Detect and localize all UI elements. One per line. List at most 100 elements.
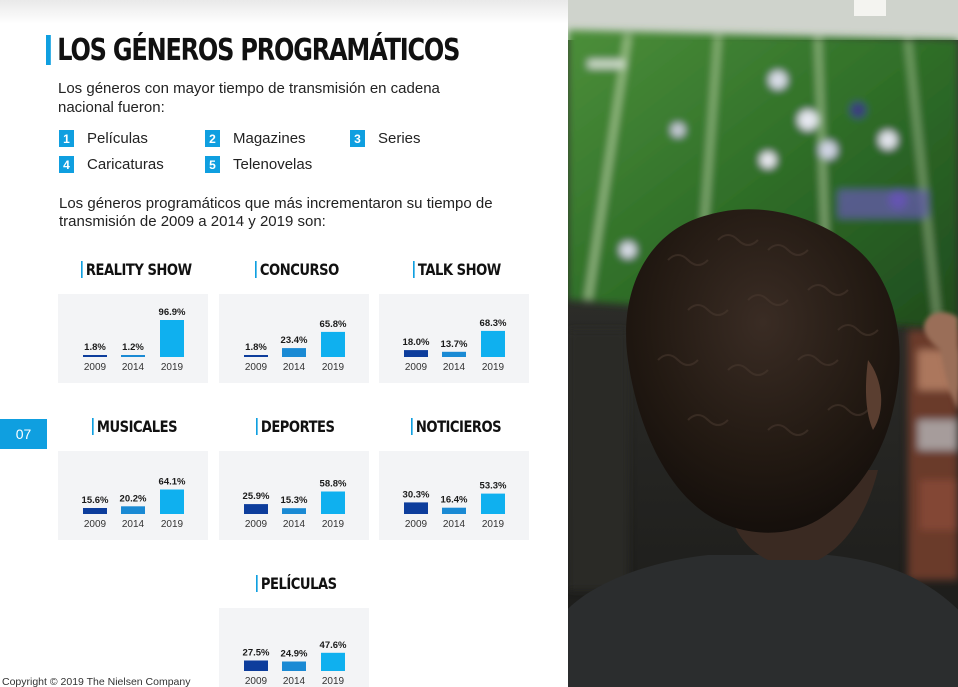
chart-title: TALK SHOW bbox=[413, 259, 501, 279]
bar-2019 bbox=[321, 331, 345, 357]
bar-2019 bbox=[321, 652, 345, 671]
bar-2019 bbox=[481, 330, 505, 357]
category-label: 2019 bbox=[161, 519, 184, 530]
genre-number: 5 bbox=[205, 156, 220, 173]
genre-label: Series bbox=[378, 130, 421, 147]
stadium-viewer-photo bbox=[568, 0, 958, 687]
category-label: 2019 bbox=[322, 676, 345, 687]
data-label: 18.0% bbox=[403, 337, 430, 348]
data-label: 47.6% bbox=[320, 640, 347, 651]
bar-2014 bbox=[121, 506, 145, 514]
bar-chart: 1.8% 2009 1.2% 2014 96.9% 2019 bbox=[58, 294, 208, 383]
genre-number: 3 bbox=[350, 130, 365, 147]
data-label: 53.3% bbox=[480, 481, 507, 492]
copyright-text: Copyright © 2019 The Nielsen Company bbox=[2, 676, 191, 687]
chart-title-accent bbox=[92, 417, 94, 435]
chart-title: MUSICALES bbox=[92, 416, 178, 436]
content-panel: LOS GÉNEROS PROGRAMÁTICOS Los géneros co… bbox=[0, 0, 568, 687]
data-label: 1.2% bbox=[122, 342, 144, 353]
chart-title-accent bbox=[256, 574, 258, 592]
genre-label: Caricaturas bbox=[87, 156, 164, 173]
chart-title-text: REALITY SHOW bbox=[85, 259, 192, 279]
bar-2009 bbox=[244, 504, 268, 514]
bar-2014 bbox=[282, 661, 306, 671]
category-label: 2019 bbox=[482, 519, 505, 530]
bar-chart: 18.0% 2009 13.7% 2014 68.3% 2019 bbox=[379, 294, 529, 383]
category-label: 2014 bbox=[443, 519, 466, 530]
genre-item: 2 Magazines bbox=[205, 130, 306, 147]
chart-title-text: TALK SHOW bbox=[417, 259, 501, 279]
category-label: 2009 bbox=[84, 362, 107, 373]
chart-title-accent bbox=[256, 417, 258, 435]
genre-label: Telenovelas bbox=[233, 156, 313, 173]
chart-title-accent bbox=[255, 260, 257, 278]
bar-2009 bbox=[83, 355, 107, 357]
bar-chart: 27.5% 2009 24.9% 2014 47.6% 2019 bbox=[219, 608, 369, 687]
category-label: 2014 bbox=[443, 362, 466, 373]
chart-background bbox=[219, 608, 369, 687]
page-title-text: LOS GÉNEROS PROGRAMÁTICOS bbox=[57, 32, 460, 68]
bar-2014 bbox=[121, 355, 145, 357]
genre-item: 5 Telenovelas bbox=[205, 156, 312, 173]
top-fade bbox=[0, 0, 568, 24]
chart-title: DEPORTES bbox=[256, 416, 335, 436]
bar-2009 bbox=[244, 660, 268, 671]
chart-title-accent bbox=[411, 417, 413, 435]
data-label: 1.8% bbox=[84, 342, 106, 353]
chart-title: PELÍCULAS bbox=[256, 573, 337, 593]
category-label: 2019 bbox=[161, 362, 184, 373]
bar-2019 bbox=[481, 493, 505, 514]
chart-title-text: NOTICIEROS bbox=[415, 416, 502, 436]
category-label: 2009 bbox=[245, 362, 268, 373]
genre-chart: NOTICIEROS 30.3% 2009 16.4% 2014 53.3% 2019 bbox=[379, 416, 568, 556]
category-label: 2019 bbox=[322, 362, 345, 373]
genre-chart: MUSICALES 15.6% 2009 20.2% 2014 64.1% 2019 bbox=[58, 416, 278, 556]
photo-illustration bbox=[568, 0, 958, 687]
genre-chart: DEPORTES 25.9% 2009 15.3% 2014 58.8% 2019 bbox=[219, 416, 439, 556]
data-label: 15.6% bbox=[82, 495, 109, 506]
category-label: 2019 bbox=[482, 362, 505, 373]
bar-2014 bbox=[282, 348, 306, 357]
category-label: 2014 bbox=[122, 362, 145, 373]
category-label: 2014 bbox=[122, 519, 145, 530]
genre-item: 3 Series bbox=[350, 130, 421, 147]
chart-title: CONCURSO bbox=[255, 259, 339, 279]
bar-chart: 30.3% 2009 16.4% 2014 53.3% 2019 bbox=[379, 451, 529, 540]
chart-title-accent bbox=[413, 260, 415, 278]
data-label: 24.9% bbox=[281, 649, 308, 660]
chart-title: REALITY SHOW bbox=[81, 259, 192, 279]
data-label: 20.2% bbox=[120, 493, 147, 504]
data-label: 96.9% bbox=[159, 307, 186, 318]
chart-title-text: MUSICALES bbox=[96, 416, 178, 436]
bar-2009 bbox=[244, 355, 268, 357]
bar-2019 bbox=[321, 491, 345, 514]
category-label: 2009 bbox=[245, 676, 268, 687]
bar-2014 bbox=[442, 507, 466, 514]
data-label: 27.5% bbox=[243, 648, 270, 659]
category-label: 2009 bbox=[84, 519, 107, 530]
bar-chart: 1.8% 2009 23.4% 2014 65.8% 2019 bbox=[219, 294, 369, 383]
data-label: 13.7% bbox=[441, 339, 468, 350]
genre-item: 4 Caricaturas bbox=[59, 156, 164, 173]
category-label: 2014 bbox=[283, 362, 306, 373]
genre-number: 1 bbox=[59, 130, 74, 147]
page-title: LOS GÉNEROS PROGRAMÁTICOS bbox=[46, 30, 460, 70]
bar-chart: 25.9% 2009 15.3% 2014 58.8% 2019 bbox=[219, 451, 369, 540]
chart-title-text: DEPORTES bbox=[260, 416, 335, 436]
data-label: 65.8% bbox=[320, 319, 347, 330]
genre-label: Magazines bbox=[233, 130, 306, 147]
bar-2009 bbox=[404, 350, 428, 357]
data-label: 68.3% bbox=[480, 318, 507, 329]
genre-chart: REALITY SHOW 1.8% 2009 1.2% 2014 96.9% 2019 bbox=[58, 259, 278, 399]
category-label: 2009 bbox=[245, 519, 268, 530]
genre-chart: CONCURSO 1.8% 2009 23.4% 2014 65.8% 2019 bbox=[219, 259, 439, 399]
data-label: 25.9% bbox=[243, 491, 270, 502]
category-label: 2019 bbox=[322, 519, 345, 530]
page-number: 07 bbox=[0, 419, 47, 449]
data-label: 58.8% bbox=[320, 479, 347, 490]
data-label: 64.1% bbox=[159, 477, 186, 488]
chart-title-text: PELÍCULAS bbox=[260, 573, 337, 593]
bar-2019 bbox=[160, 320, 184, 357]
chart-title: NOTICIEROS bbox=[411, 416, 502, 436]
genre-item: 1 Películas bbox=[59, 130, 148, 147]
